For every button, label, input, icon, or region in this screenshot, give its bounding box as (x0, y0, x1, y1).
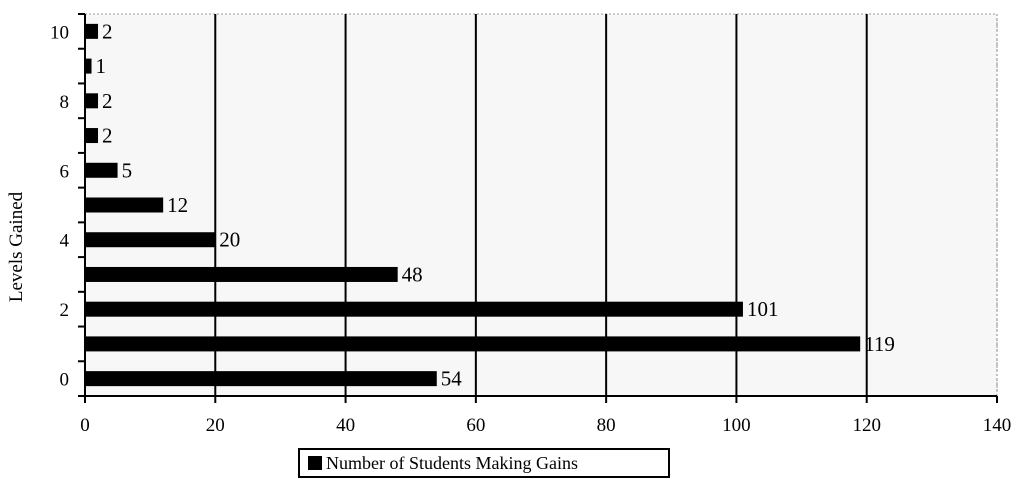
x-tick-label: 120 (852, 415, 881, 436)
bar (85, 93, 99, 109)
bar (85, 266, 398, 282)
bar-series (85, 23, 861, 387)
data-label: 1 (96, 54, 107, 78)
x-tick-label: 140 (983, 415, 1012, 436)
data-label: 5 (122, 158, 133, 182)
data-label: 12 (167, 193, 188, 217)
x-axis-ticks: 0 20 40 60 80 100 120 140 (80, 396, 1011, 436)
data-label: 119 (864, 332, 895, 356)
bar (85, 128, 99, 144)
y-tick-label: 2 (60, 300, 70, 321)
legend: Number of Students Making Gains (298, 448, 670, 478)
y-axis-title: Levels Gained (6, 191, 27, 302)
y-tick-label: 10 (50, 22, 69, 43)
y-tick-label: 8 (60, 92, 70, 113)
data-label: 2 (102, 89, 113, 113)
x-tick-label: 100 (722, 415, 751, 436)
plot-area (84, 13, 998, 397)
data-label: 20 (219, 228, 240, 252)
data-label: 48 (402, 262, 423, 286)
bar (85, 23, 99, 39)
y-axis-ticks: 0 2 4 6 8 10 (50, 13, 85, 397)
bar (85, 58, 92, 74)
bar (85, 301, 743, 317)
x-tick-label: 20 (206, 415, 225, 436)
x-tick-label: 60 (466, 415, 485, 436)
data-label: 101 (747, 297, 779, 321)
bar (85, 232, 216, 248)
x-tick-label: 40 (336, 415, 355, 436)
y-tick-label: 4 (60, 231, 70, 252)
grid-lines (214, 14, 998, 396)
y-tick-label: 6 (60, 161, 70, 182)
x-tick-label: 0 (80, 415, 90, 436)
data-label: 2 (102, 19, 113, 43)
bar (85, 197, 164, 213)
x-tick-label: 80 (597, 415, 616, 436)
data-label: 54 (441, 367, 463, 391)
bar (85, 371, 437, 387)
bar (85, 162, 118, 178)
y-tick-label: 0 (60, 370, 70, 391)
legend-label: Number of Students Making Gains (326, 452, 578, 473)
legend-swatch (308, 456, 322, 470)
bar (85, 336, 861, 352)
data-label: 2 (102, 124, 113, 148)
